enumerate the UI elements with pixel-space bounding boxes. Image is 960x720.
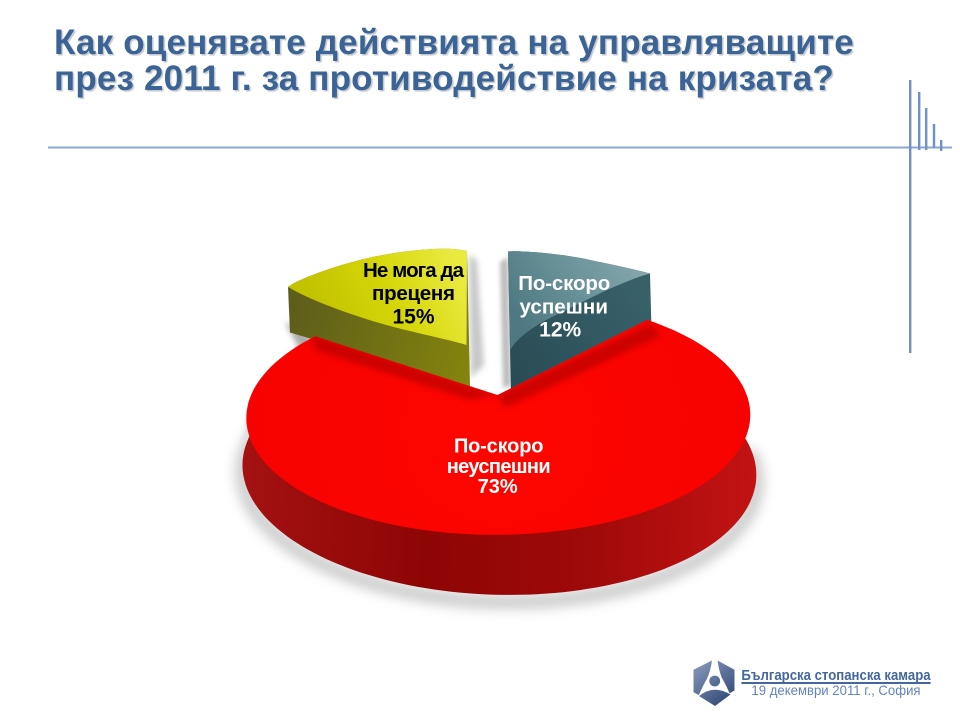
svg-text:15%: 15% bbox=[392, 305, 434, 328]
svg-text:73%: 73% bbox=[478, 476, 518, 498]
svg-text:По-скоро: По-скоро bbox=[518, 272, 610, 295]
svg-text:12%: 12% bbox=[539, 318, 581, 341]
svg-text:Не мога да: Не мога да bbox=[363, 259, 465, 282]
svg-text:успешни: успешни bbox=[519, 295, 608, 318]
svg-text:неуспешни: неуспешни bbox=[447, 456, 551, 478]
svg-text:преценя: преценя bbox=[372, 282, 455, 305]
svg-text:По-скоро: По-скоро bbox=[454, 435, 544, 457]
